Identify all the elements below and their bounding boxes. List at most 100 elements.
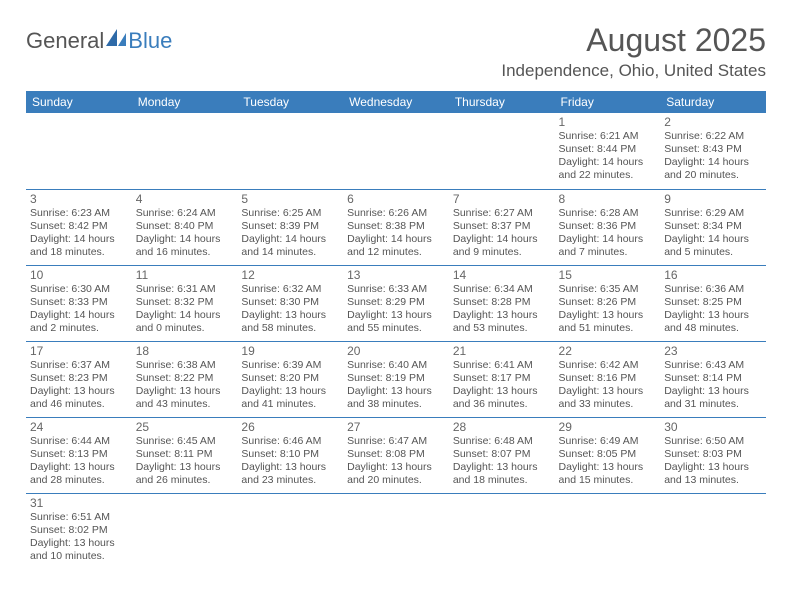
daylight-line: Daylight: 14 hours [664,156,762,169]
sunset-line: Sunset: 8:03 PM [664,448,762,461]
sunrise-line: Sunrise: 6:32 AM [241,283,339,296]
daylight-line: and 14 minutes. [241,246,339,259]
sunrise-line: Sunrise: 6:48 AM [453,435,551,448]
daylight-line: Daylight: 13 hours [664,385,762,398]
logo-sail-icon [106,29,128,49]
calendar-empty-cell [132,113,238,189]
day-number: 23 [664,344,762,358]
sunrise-line: Sunrise: 6:46 AM [241,435,339,448]
daylight-line: Daylight: 13 hours [241,309,339,322]
daylight-line: Daylight: 14 hours [136,309,234,322]
daylight-line: Daylight: 13 hours [241,461,339,474]
sunset-line: Sunset: 8:37 PM [453,220,551,233]
day-number: 13 [347,268,445,282]
calendar-empty-cell [660,493,766,569]
calendar-day-cell: 22Sunrise: 6:42 AMSunset: 8:16 PMDayligh… [555,341,661,417]
daylight-line: and 9 minutes. [453,246,551,259]
sunset-line: Sunset: 8:44 PM [559,143,657,156]
day-number: 2 [664,115,762,129]
weekday-header: Monday [132,91,238,113]
daylight-line: Daylight: 13 hours [30,537,128,550]
daylight-line: and 18 minutes. [30,246,128,259]
calendar-day-cell: 7Sunrise: 6:27 AMSunset: 8:37 PMDaylight… [449,189,555,265]
sunset-line: Sunset: 8:13 PM [30,448,128,461]
day-number: 14 [453,268,551,282]
daylight-line: Daylight: 13 hours [347,309,445,322]
sunrise-line: Sunrise: 6:29 AM [664,207,762,220]
calendar-day-cell: 24Sunrise: 6:44 AMSunset: 8:13 PMDayligh… [26,417,132,493]
weekday-header: Sunday [26,91,132,113]
calendar-empty-cell [132,493,238,569]
daylight-line: Daylight: 14 hours [347,233,445,246]
daylight-line: and 16 minutes. [136,246,234,259]
calendar-day-cell: 12Sunrise: 6:32 AMSunset: 8:30 PMDayligh… [237,265,343,341]
calendar-day-cell: 19Sunrise: 6:39 AMSunset: 8:20 PMDayligh… [237,341,343,417]
calendar-empty-cell [26,113,132,189]
calendar-day-cell: 17Sunrise: 6:37 AMSunset: 8:23 PMDayligh… [26,341,132,417]
day-number: 6 [347,192,445,206]
sunrise-line: Sunrise: 6:37 AM [30,359,128,372]
daylight-line: and 20 minutes. [664,169,762,182]
weekday-header: Friday [555,91,661,113]
sunset-line: Sunset: 8:20 PM [241,372,339,385]
daylight-line: Daylight: 13 hours [664,309,762,322]
page-title: August 2025 [501,22,766,59]
calendar-day-cell: 6Sunrise: 6:26 AMSunset: 8:38 PMDaylight… [343,189,449,265]
daylight-line: and 46 minutes. [30,398,128,411]
calendar-day-cell: 28Sunrise: 6:48 AMSunset: 8:07 PMDayligh… [449,417,555,493]
daylight-line: Daylight: 14 hours [453,233,551,246]
calendar-week-row: 3Sunrise: 6:23 AMSunset: 8:42 PMDaylight… [26,189,766,265]
sunset-line: Sunset: 8:34 PM [664,220,762,233]
sunrise-line: Sunrise: 6:35 AM [559,283,657,296]
logo: General Blue [26,28,172,54]
day-number: 26 [241,420,339,434]
sunrise-line: Sunrise: 6:45 AM [136,435,234,448]
calendar-day-cell: 5Sunrise: 6:25 AMSunset: 8:39 PMDaylight… [237,189,343,265]
daylight-line: Daylight: 13 hours [347,385,445,398]
sunrise-line: Sunrise: 6:50 AM [664,435,762,448]
sunset-line: Sunset: 8:08 PM [347,448,445,461]
sunset-line: Sunset: 8:39 PM [241,220,339,233]
calendar-empty-cell [237,113,343,189]
daylight-line: Daylight: 13 hours [559,385,657,398]
calendar-day-cell: 30Sunrise: 6:50 AMSunset: 8:03 PMDayligh… [660,417,766,493]
sunrise-line: Sunrise: 6:28 AM [559,207,657,220]
sunset-line: Sunset: 8:25 PM [664,296,762,309]
calendar-week-row: 1Sunrise: 6:21 AMSunset: 8:44 PMDaylight… [26,113,766,189]
calendar-day-cell: 14Sunrise: 6:34 AMSunset: 8:28 PMDayligh… [449,265,555,341]
calendar-table: SundayMondayTuesdayWednesdayThursdayFrid… [26,91,766,569]
page-subtitle: Independence, Ohio, United States [501,61,766,81]
day-number: 21 [453,344,551,358]
sunset-line: Sunset: 8:22 PM [136,372,234,385]
weekday-header: Thursday [449,91,555,113]
calendar-day-cell: 25Sunrise: 6:45 AMSunset: 8:11 PMDayligh… [132,417,238,493]
daylight-line: and 33 minutes. [559,398,657,411]
day-number: 1 [559,115,657,129]
day-number: 15 [559,268,657,282]
title-block: August 2025 Independence, Ohio, United S… [501,22,766,81]
daylight-line: and 18 minutes. [453,474,551,487]
sunrise-line: Sunrise: 6:25 AM [241,207,339,220]
calendar-empty-cell [555,493,661,569]
calendar-empty-cell [237,493,343,569]
page-header: General Blue August 2025 Independence, O… [26,22,766,81]
sunset-line: Sunset: 8:17 PM [453,372,551,385]
sunset-line: Sunset: 8:29 PM [347,296,445,309]
calendar-week-row: 17Sunrise: 6:37 AMSunset: 8:23 PMDayligh… [26,341,766,417]
daylight-line: and 48 minutes. [664,322,762,335]
daylight-line: and 51 minutes. [559,322,657,335]
daylight-line: and 0 minutes. [136,322,234,335]
daylight-line: and 38 minutes. [347,398,445,411]
calendar-day-cell: 1Sunrise: 6:21 AMSunset: 8:44 PMDaylight… [555,113,661,189]
calendar-day-cell: 21Sunrise: 6:41 AMSunset: 8:17 PMDayligh… [449,341,555,417]
weekday-header: Tuesday [237,91,343,113]
sunset-line: Sunset: 8:11 PM [136,448,234,461]
weekday-header: Saturday [660,91,766,113]
daylight-line: Daylight: 14 hours [664,233,762,246]
daylight-line: and 22 minutes. [559,169,657,182]
day-number: 31 [30,496,128,510]
daylight-line: Daylight: 14 hours [559,233,657,246]
day-number: 25 [136,420,234,434]
sunrise-line: Sunrise: 6:23 AM [30,207,128,220]
sunset-line: Sunset: 8:07 PM [453,448,551,461]
